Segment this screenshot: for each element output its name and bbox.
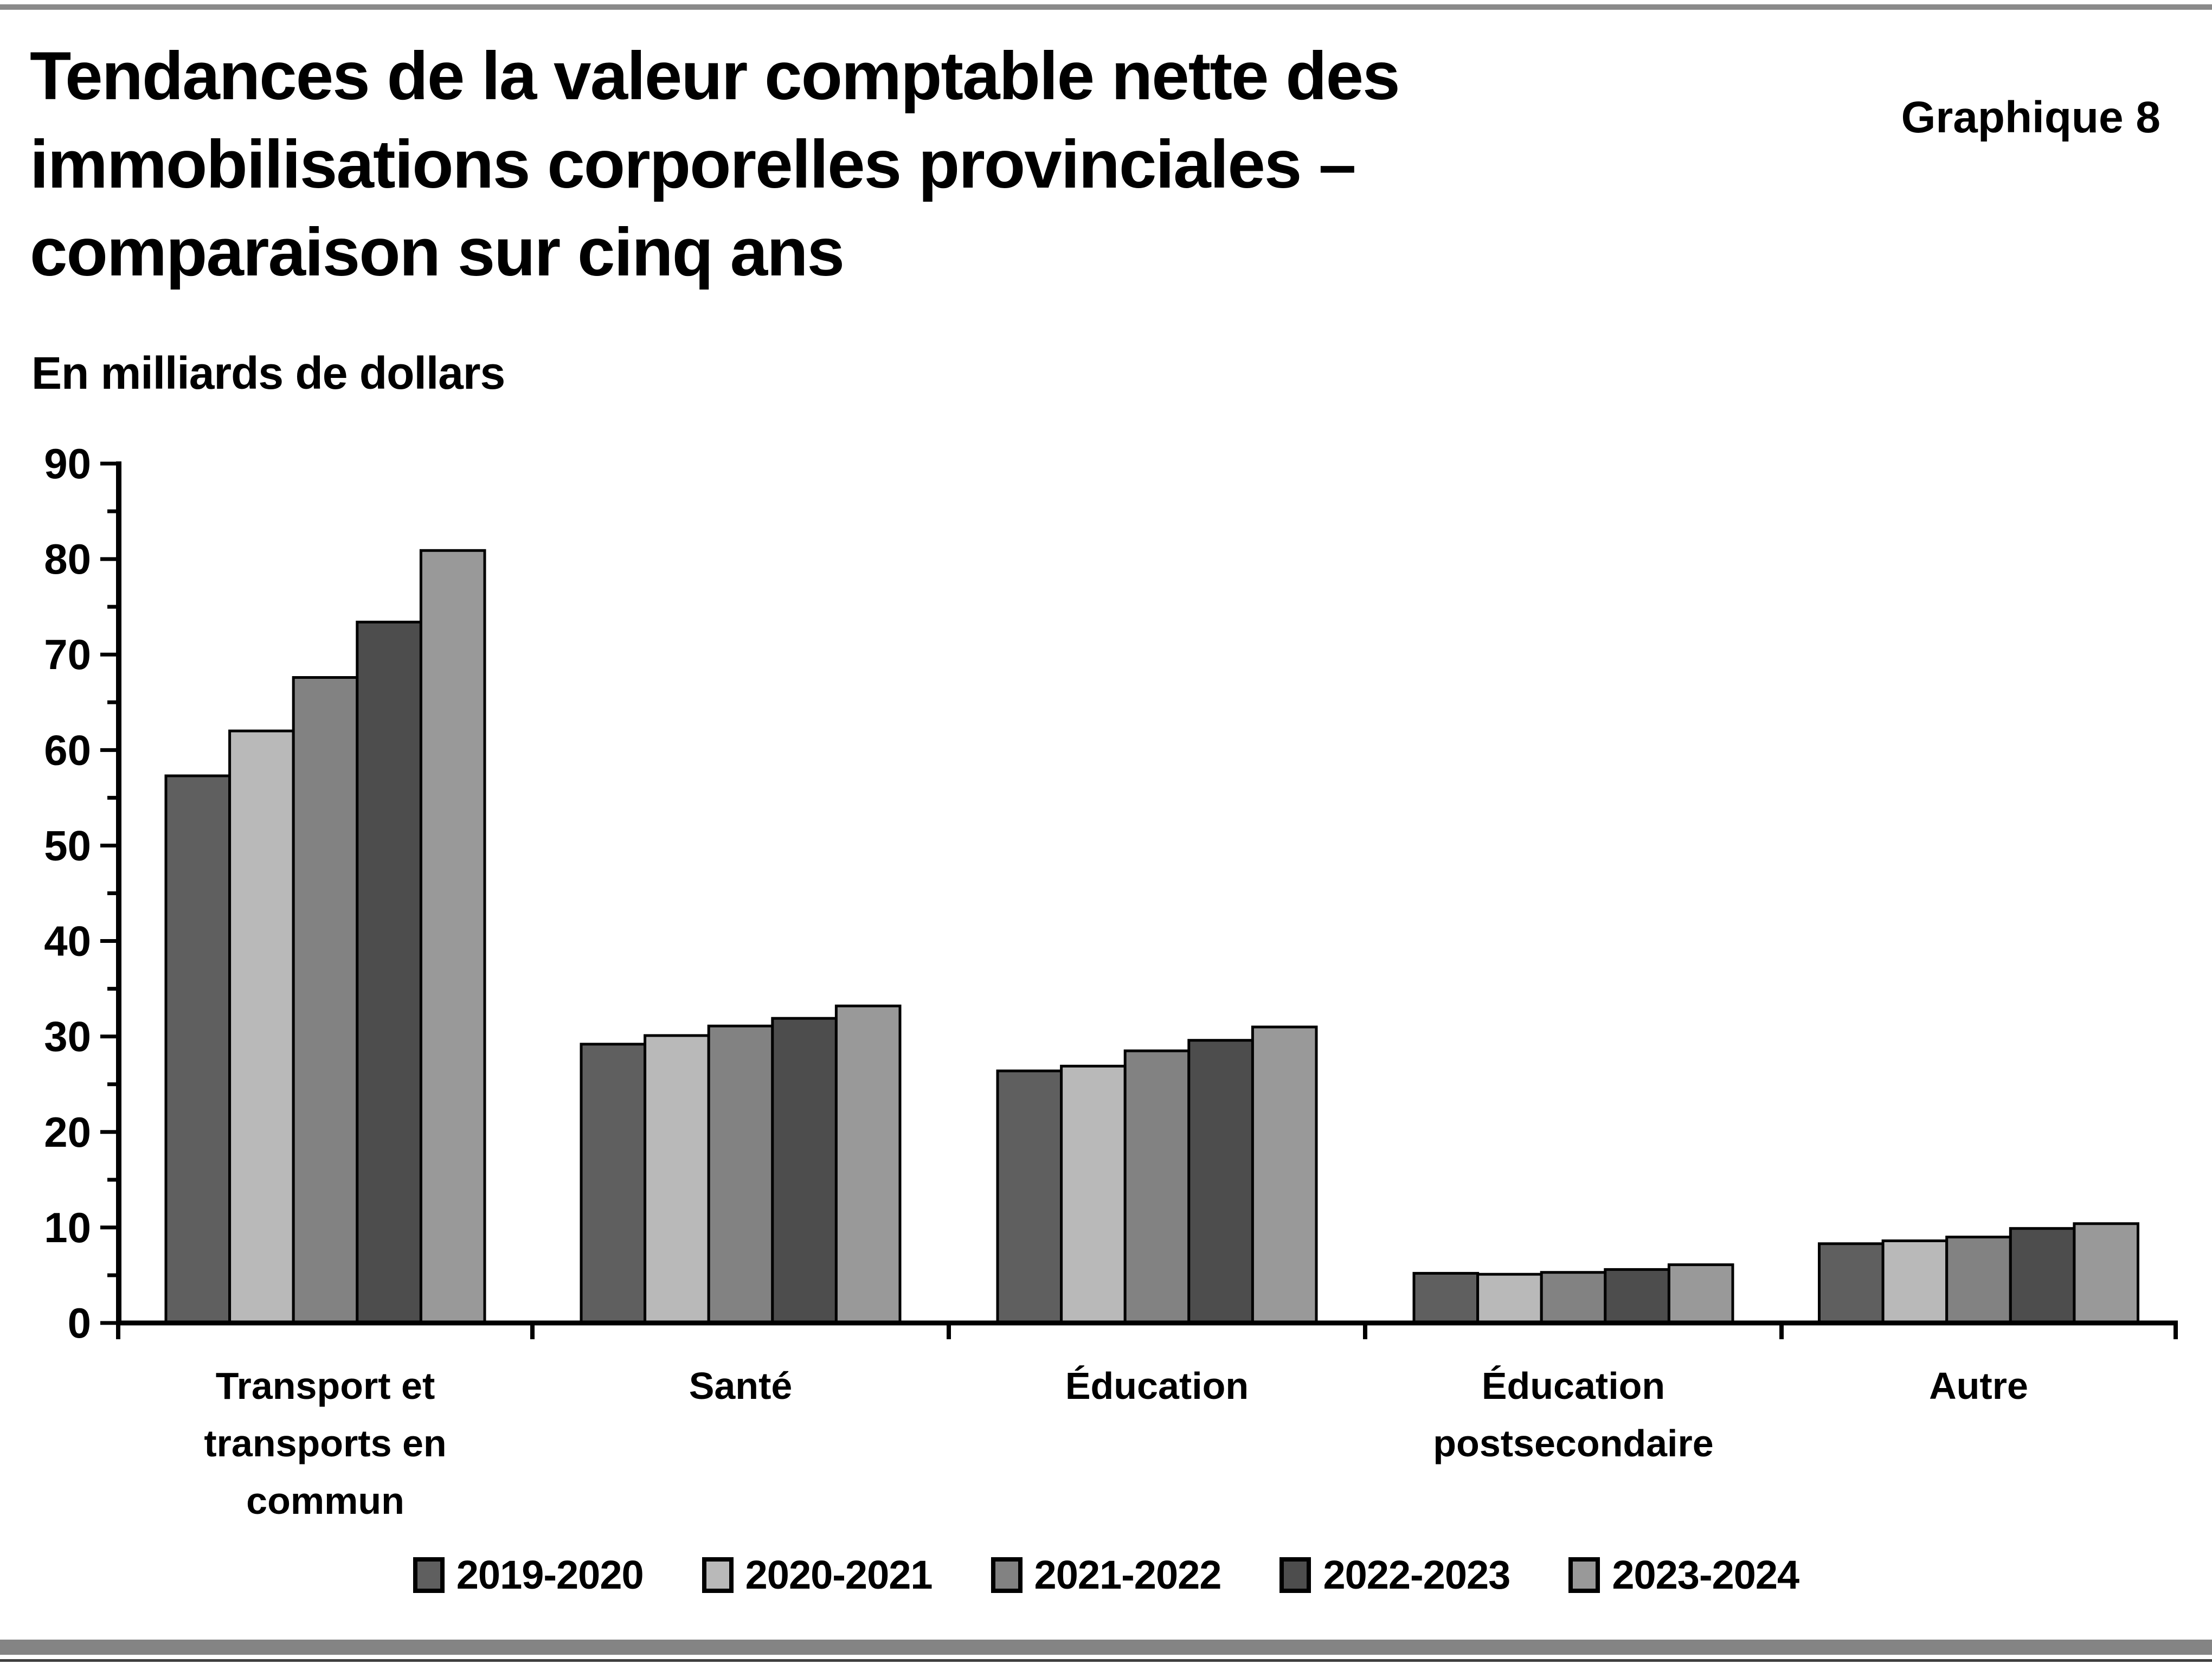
bar-2022-2023-1 (356, 620, 422, 1325)
y-tick-label: 40 (44, 917, 91, 965)
category-label: Éducation postsecondaire (1433, 1365, 1713, 1464)
bar-2021-2022-4 (1540, 1271, 1607, 1325)
bar-2021-2022-2 (707, 1024, 774, 1325)
category-label: Autre (1929, 1365, 2028, 1407)
bar-2019-2020-2 (580, 1043, 647, 1325)
legend-label-2021-2022: 2021-2022 (1034, 1552, 1222, 1597)
bar-2019-2020-1 (164, 774, 232, 1325)
bar-2023-2024-5 (2073, 1222, 2139, 1325)
y-tick-label: 10 (44, 1204, 91, 1251)
legend-item-2023-2024: 2023-2024 (1568, 1552, 1799, 1598)
legend-swatch-2021-2022 (991, 1557, 1023, 1593)
y-tick-label: 80 (44, 535, 91, 583)
bar-2022-2023-4 (1604, 1268, 1670, 1325)
chart-legend: 2019-2020 2020-2021 2021-2022 2022-2023 2023… (0, 1552, 2212, 1598)
chart-title: Tendances de la valeur comptable nette d… (30, 38, 1400, 290)
y-tick-label: 70 (44, 631, 91, 678)
bar-2020-2021-3 (1060, 1064, 1127, 1325)
y-tick-label: 50 (44, 821, 91, 869)
bar-2019-2020-5 (1818, 1242, 1885, 1325)
legend-item-2019-2020: 2019-2020 (413, 1552, 644, 1598)
bar-2021-2022-3 (1123, 1049, 1191, 1325)
bar-2023-2024-4 (1667, 1263, 1734, 1325)
top-divider-rule (0, 4, 2212, 10)
bar-2020-2021-4 (1476, 1273, 1543, 1325)
legend-swatch-2020-2021 (702, 1557, 734, 1593)
y-tick-label: 60 (44, 726, 91, 774)
legend-swatch-2022-2023 (1279, 1557, 1311, 1593)
legend-label-2020-2021: 2020-2021 (745, 1552, 933, 1597)
y-tick-label: 20 (44, 1108, 91, 1156)
bar-2020-2021-5 (1881, 1239, 1949, 1325)
bar-2020-2021-1 (228, 729, 295, 1325)
bar-2023-2024-2 (834, 1004, 902, 1325)
bar-2022-2023-2 (771, 1017, 838, 1325)
bottom-divider-band (0, 1640, 2212, 1655)
figure-number-label: Graphique 8 (1901, 93, 2160, 142)
category-label: Éducation (1065, 1365, 1249, 1407)
y-axis-units-label: En milliards de dollars (31, 348, 505, 399)
bar-2019-2020-4 (1412, 1271, 1480, 1325)
legend-swatch-2023-2024 (1568, 1557, 1600, 1593)
bar-2022-2023-5 (2009, 1227, 2076, 1325)
category-label: Santé (689, 1365, 793, 1407)
y-tick-label: 90 (44, 440, 91, 487)
y-tick-label: 30 (44, 1013, 91, 1061)
legend-item-2021-2022: 2021-2022 (991, 1552, 1221, 1598)
legend-label-2019-2020: 2019-2020 (456, 1552, 644, 1597)
legend-label-2023-2024: 2023-2024 (1612, 1552, 1799, 1597)
legend-swatch-2019-2020 (413, 1557, 445, 1593)
bar-2021-2022-1 (292, 676, 359, 1325)
bar-2023-2024-1 (419, 549, 486, 1325)
legend-item-2020-2021: 2020-2021 (702, 1552, 933, 1598)
bar-2021-2022-5 (1945, 1236, 2012, 1325)
bar-2020-2021-2 (644, 1034, 710, 1325)
bar-2019-2020-3 (996, 1069, 1063, 1325)
category-label: Transport et transports en commun (204, 1365, 446, 1522)
y-tick-label: 0 (68, 1299, 91, 1347)
legend-label-2022-2023: 2022-2023 (1323, 1552, 1510, 1597)
bottom-divider-rule (0, 1659, 2212, 1662)
bar-2022-2023-3 (1187, 1039, 1254, 1325)
bar-2023-2024-3 (1251, 1025, 1318, 1325)
legend-item-2022-2023: 2022-2023 (1279, 1552, 1510, 1598)
